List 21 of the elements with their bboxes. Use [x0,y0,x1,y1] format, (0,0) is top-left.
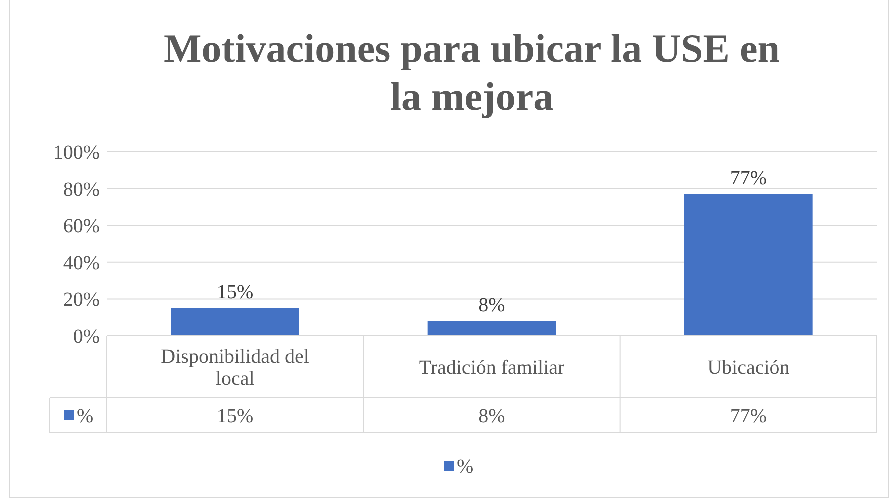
text: 8% [478,294,506,316]
bar [428,321,556,336]
y-tick-label: 100% [53,142,100,164]
chart-title: Motivaciones para ubicar la USE en la mejora [164,26,780,119]
y-tick-label: 20% [63,289,100,312]
x-tick-label: Disponibilidad del local [161,346,310,390]
legend-label: % [77,406,94,428]
text: 77% [730,167,768,190]
bar [684,194,813,336]
y-tick-label: 60% [63,216,100,238]
data-label: 77% [730,406,768,428]
data-label: 15% [216,406,254,428]
bar [171,308,300,336]
text: % [457,456,474,478]
data-label: 8% [478,406,506,428]
x-tick-label: Tradición familiar [419,357,566,379]
y-tick-label: 40% [63,252,100,274]
y-tick-label: 80% [63,178,100,201]
y-tick-label: 0% [73,326,100,348]
text: 15% [216,281,254,304]
x-tick-label: Ubicación [708,357,790,379]
